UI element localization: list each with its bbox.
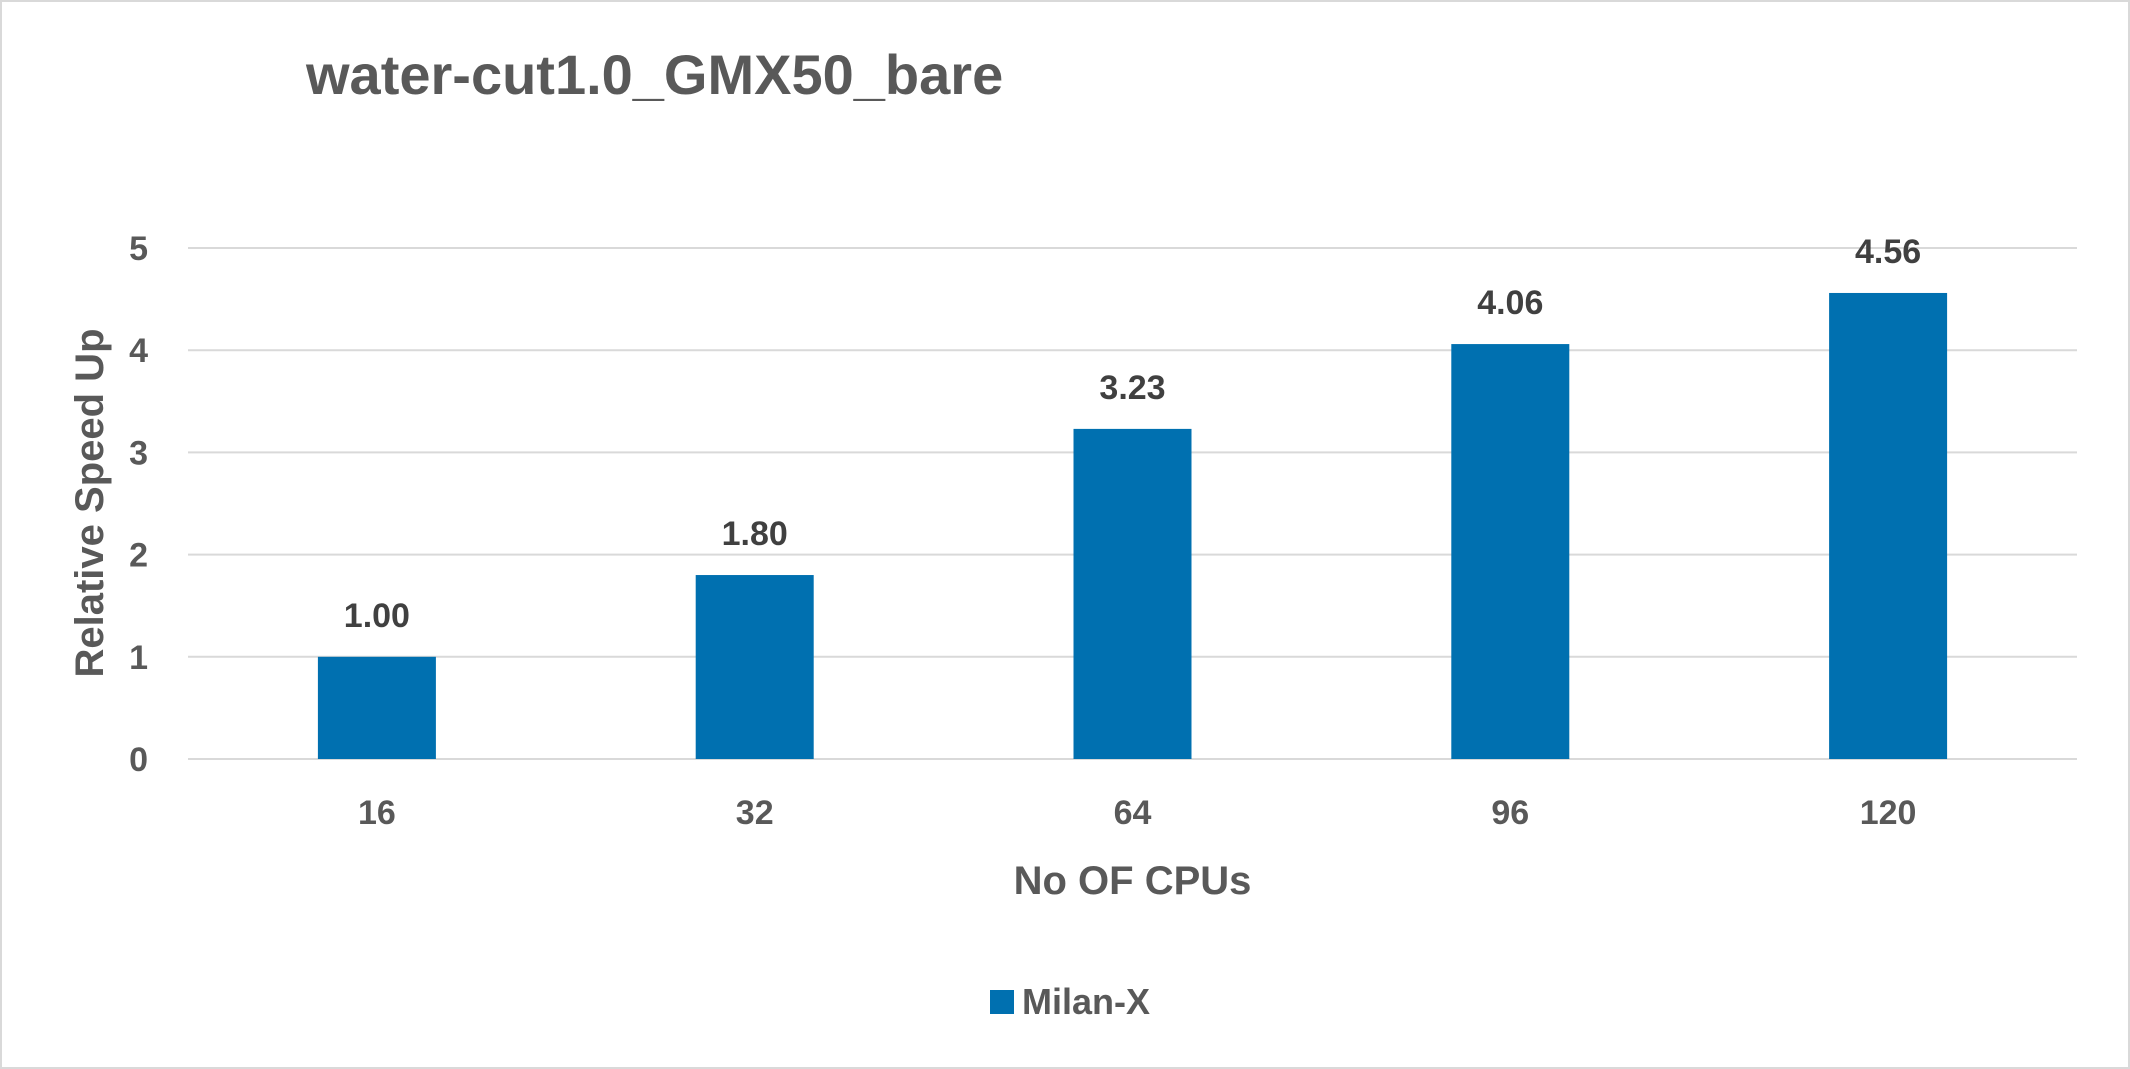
data-label-16: 1.00 xyxy=(344,597,410,635)
x-axis-title: No OF CPUs xyxy=(1014,859,1252,903)
chart-title: water-cut1.0_GMX50_bare xyxy=(305,43,1003,106)
bar-96 xyxy=(1451,344,1570,759)
legend-swatch-milan-x xyxy=(990,990,1014,1014)
x-axis-ticks: 16 32 64 96 120 xyxy=(358,794,1916,832)
gridlines xyxy=(188,247,2077,760)
x-tick-label-32: 32 xyxy=(736,794,774,832)
data-label-64: 3.23 xyxy=(1099,369,1165,407)
x-tick-label-120: 120 xyxy=(1860,794,1917,832)
bar-120 xyxy=(1829,292,1948,759)
y-axis-ticks: 0 1 2 3 4 5 xyxy=(129,230,148,779)
y-tick-label-3: 3 xyxy=(129,434,148,472)
x-tick-label-96: 96 xyxy=(1491,794,1529,832)
data-label-32: 1.80 xyxy=(722,515,788,553)
legend-label-milan-x: Milan-X xyxy=(1022,981,1150,1022)
y-tick-label-4: 4 xyxy=(129,332,148,370)
y-tick-label-0: 0 xyxy=(129,741,148,779)
bar-64 xyxy=(1073,428,1192,759)
y-tick-label-1: 1 xyxy=(129,639,148,677)
bars xyxy=(317,292,1948,759)
bar-32 xyxy=(695,575,814,759)
y-tick-label-2: 2 xyxy=(129,537,148,575)
y-axis-title: Relative Speed Up xyxy=(68,328,112,677)
data-label-96: 4.06 xyxy=(1477,284,1543,322)
data-label-120: 4.56 xyxy=(1855,233,1921,271)
bar-16 xyxy=(317,656,436,759)
x-tick-label-16: 16 xyxy=(358,794,396,832)
data-labels: 1.00 1.80 3.23 4.06 4.56 xyxy=(344,233,1921,635)
legend: Milan-X xyxy=(990,981,1150,1022)
x-tick-label-64: 64 xyxy=(1114,794,1152,832)
y-tick-label-5: 5 xyxy=(129,230,148,268)
